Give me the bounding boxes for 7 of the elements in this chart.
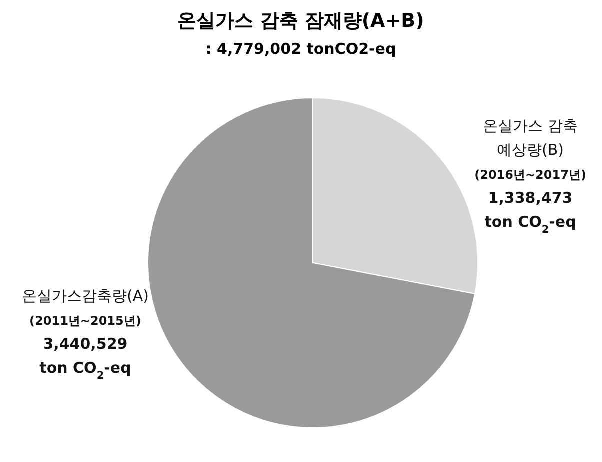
data-label: 1,338,473 ton CO$_{2}$-eq (484, 189, 576, 236)
data-label: 3,440,529 ton CO$_{2}$-eq (40, 334, 132, 382)
slice-label: 온실가스감축량(A) (2011년~2015년) (22, 286, 149, 328)
slice-label: 온실가스 감축 예상량(B) (2016년~2017년) (474, 117, 586, 182)
pie-slice (148, 98, 476, 428)
chart-subtitle: : 4,779,002 tonCO2-eq (204, 40, 398, 58)
chart-title: 온실가스 감축 잠재량(A+B) (176, 9, 426, 34)
